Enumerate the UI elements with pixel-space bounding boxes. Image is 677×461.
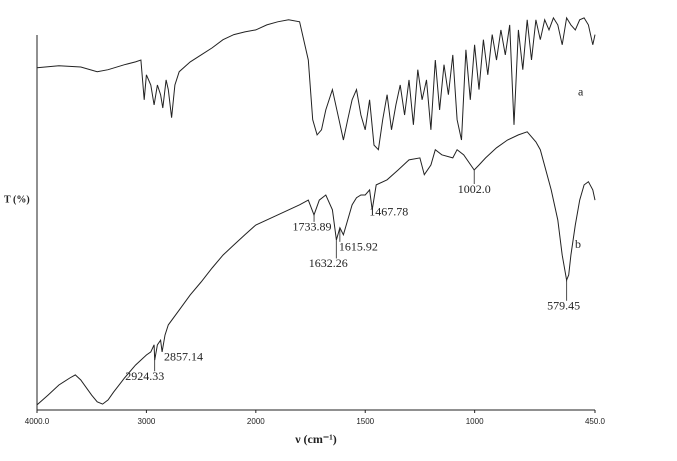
series-label: b [575, 237, 581, 251]
annotation-label: 2857.14 [164, 349, 203, 363]
x-tick-label: 1500 [356, 417, 374, 426]
spectrum-line [36, 16, 596, 151]
x-tick-label: 2000 [247, 417, 265, 426]
annotation-label: 1733.89 [293, 220, 332, 234]
y-axis-label: T (%) [4, 194, 30, 205]
x-tick-label: 4000.0 [25, 417, 50, 426]
annotation-label: 1002.0 [458, 182, 491, 196]
spectrum-line [36, 131, 596, 406]
series-label: a [578, 84, 584, 98]
annotation-label: 1615.92 [339, 240, 378, 254]
annotation-label: 1467.78 [369, 204, 408, 218]
x-axis-label: ν (cm⁻¹) [294, 432, 337, 446]
x-tick-label: 3000 [138, 417, 156, 426]
annotation-label: 579.45 [547, 299, 580, 313]
annotation-label: 1632.26 [309, 256, 348, 270]
annotation-label: 2924.33 [125, 369, 164, 383]
x-tick-label: 1000 [466, 417, 484, 426]
x-tick-label: 450.0 [585, 417, 606, 426]
